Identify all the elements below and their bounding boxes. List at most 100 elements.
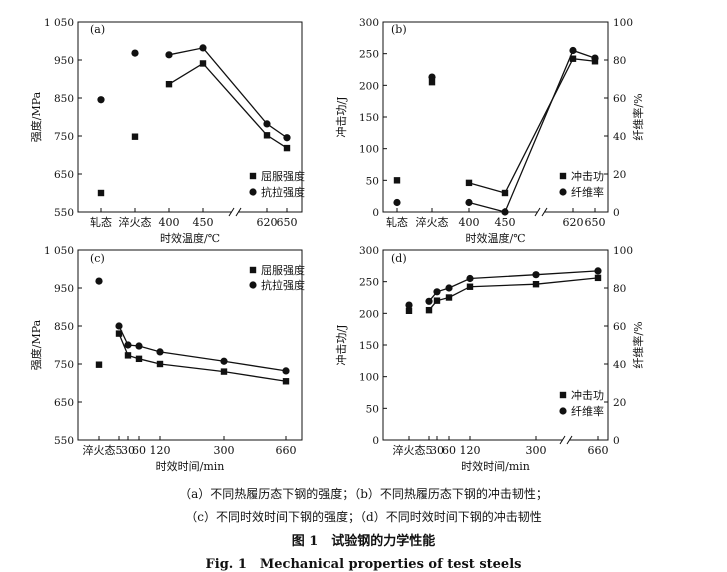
p2-ylabel: 冲击功/J <box>334 96 348 137</box>
p3-xtick-label: 淬火态 <box>83 443 116 457</box>
p3-series-1-point <box>220 368 228 375</box>
p3-xtick-label: 5 <box>116 444 123 457</box>
p1-ytick-label: 950 <box>54 55 74 67</box>
p2-series-2-point <box>465 198 473 207</box>
p2-series-1-legend-label: 冲击功 <box>571 169 604 183</box>
p4-ytick-label: 100 <box>359 372 379 384</box>
p1-xtick-label: 轧态 <box>90 215 112 229</box>
p1-series-1-point <box>283 144 291 152</box>
p3-xtick-label: 120 <box>150 444 171 457</box>
p2-series-1-legend-marker <box>559 172 567 180</box>
p1-xtick-label: 620 <box>257 216 278 229</box>
p2-y2tick-label: 0 <box>613 207 620 219</box>
p1-series-2-point <box>263 120 271 128</box>
p4-series-2-point <box>405 301 413 309</box>
p4-axis-break-mark-2 <box>566 435 573 445</box>
p2-series-2-point <box>393 198 401 207</box>
p2-series-2-legend-marker <box>559 188 567 196</box>
p4-xlabel: 时效时间/min <box>461 459 530 473</box>
p2-axis-break-mark-1 <box>534 207 541 217</box>
p3-xtick-label: 30 <box>121 444 135 457</box>
p1-ytick-label: 650 <box>54 169 74 181</box>
p1-series-2-line <box>168 47 288 139</box>
p4-series-1-legend-label: 冲击功 <box>571 388 604 402</box>
p3-xlabel: 时效时间/min <box>156 459 225 473</box>
p4-series-2-point <box>445 284 453 292</box>
p4-series-1-point <box>466 283 474 290</box>
p1-xtick-label: 450 <box>193 216 214 229</box>
p4-xtick-label: 300 <box>526 444 547 457</box>
p3-series-2-point <box>115 322 123 330</box>
p1-plot-frame <box>77 21 303 213</box>
p4-y2label: 纤维率/% <box>631 321 645 368</box>
p4-series-2-point <box>466 274 474 283</box>
p1-xtick-label: 650 <box>277 216 298 229</box>
p4-ytick-label: 150 <box>359 340 379 352</box>
p4-y2tick-label: 40 <box>613 359 626 371</box>
p1-series-2-point <box>131 49 139 57</box>
p4-y2tick-label: 60 <box>613 321 626 333</box>
p3-xtick-label: 660 <box>276 444 297 457</box>
p4-ytick-label: 200 <box>359 308 379 320</box>
p3-series-1-point <box>124 352 132 359</box>
p1-series-2-legend-marker <box>249 188 257 196</box>
p4-axis-break-gap <box>563 436 569 444</box>
p1-ytick-label: 550 <box>54 207 74 219</box>
p4-series-1-point <box>433 297 441 304</box>
p4-ytick-label: 50 <box>366 403 379 415</box>
p2-series-1-point <box>393 177 401 184</box>
p1-series-2-point <box>97 96 105 104</box>
p4-series-2-line <box>428 270 599 302</box>
p2-ytick-label: 0 <box>372 207 379 219</box>
p1-series-2-point <box>283 134 291 142</box>
p2-y2tick-label: 60 <box>613 93 626 105</box>
p4-series-2-point <box>594 267 602 275</box>
p1-series-2-legend-label: 抗拉强度 <box>261 185 305 199</box>
p3-series-1-point <box>282 378 290 385</box>
p3-xtick-label: 60 <box>132 444 146 457</box>
p1-ylabel: 强度/MPa <box>29 91 43 142</box>
p3-ytick-label: 950 <box>54 283 74 295</box>
p4-panel-label: (d) <box>391 252 407 265</box>
p4-ytick-label: 300 <box>359 245 379 257</box>
p4-y2tick-label: 20 <box>613 397 626 409</box>
p1-xtick-label: 淬火态 <box>119 215 152 229</box>
p1-series-1-point <box>165 80 173 88</box>
p3-series-2-point <box>124 341 132 349</box>
p2-y2tick-label: 100 <box>613 17 633 29</box>
p3-ylabel: 强度/MPa <box>29 319 43 370</box>
p3-ytick-label: 750 <box>54 359 74 371</box>
p1-panel-label: (a) <box>90 23 105 36</box>
p2-series-2-line <box>468 49 596 213</box>
p4-series-1-point <box>532 281 540 288</box>
p2-series-2-point <box>591 54 599 62</box>
p1-ytick-label: 1 050 <box>44 17 74 29</box>
p2-xtick-label: 620 <box>563 216 584 229</box>
p4-ytick-label: 0 <box>372 435 379 447</box>
p2-xtick-label: 450 <box>495 216 516 229</box>
p1-xtick-label: 400 <box>159 216 180 229</box>
p3-series-2-point <box>95 277 103 285</box>
p2-ytick-label: 150 <box>359 112 379 124</box>
p2-series-2-point <box>569 46 577 55</box>
p4-xtick-label: 5 <box>426 444 433 457</box>
figure-title-en: Fig. 1 Mechanical properties of test ste… <box>205 557 522 572</box>
p4-series-1-point <box>445 294 453 301</box>
p2-series-1-point <box>428 78 436 86</box>
p2-series-2-point <box>428 73 436 81</box>
p2-ytick-label: 100 <box>359 144 379 156</box>
p4-series-1-point <box>594 274 602 282</box>
p2-y2tick-label: 20 <box>613 169 626 181</box>
p3-series-1-point <box>156 360 164 368</box>
p4-series-1-point <box>425 306 433 314</box>
p1-series-1-point <box>131 133 139 140</box>
p2-y2tick-label: 40 <box>613 131 626 143</box>
p2-axis-break-gap <box>538 208 544 216</box>
p2-ytick-label: 200 <box>359 80 379 92</box>
p2-series-1-point <box>465 179 473 187</box>
p4-axis-break-mark-1 <box>559 435 566 445</box>
p1-axis-break-mark-2 <box>235 207 242 217</box>
caption-line-2: （c）不同时效时间下钢的强度；（d）不同时效时间下钢的冲击韧性 <box>185 510 542 524</box>
p3-series-2-legend-marker <box>249 281 257 289</box>
